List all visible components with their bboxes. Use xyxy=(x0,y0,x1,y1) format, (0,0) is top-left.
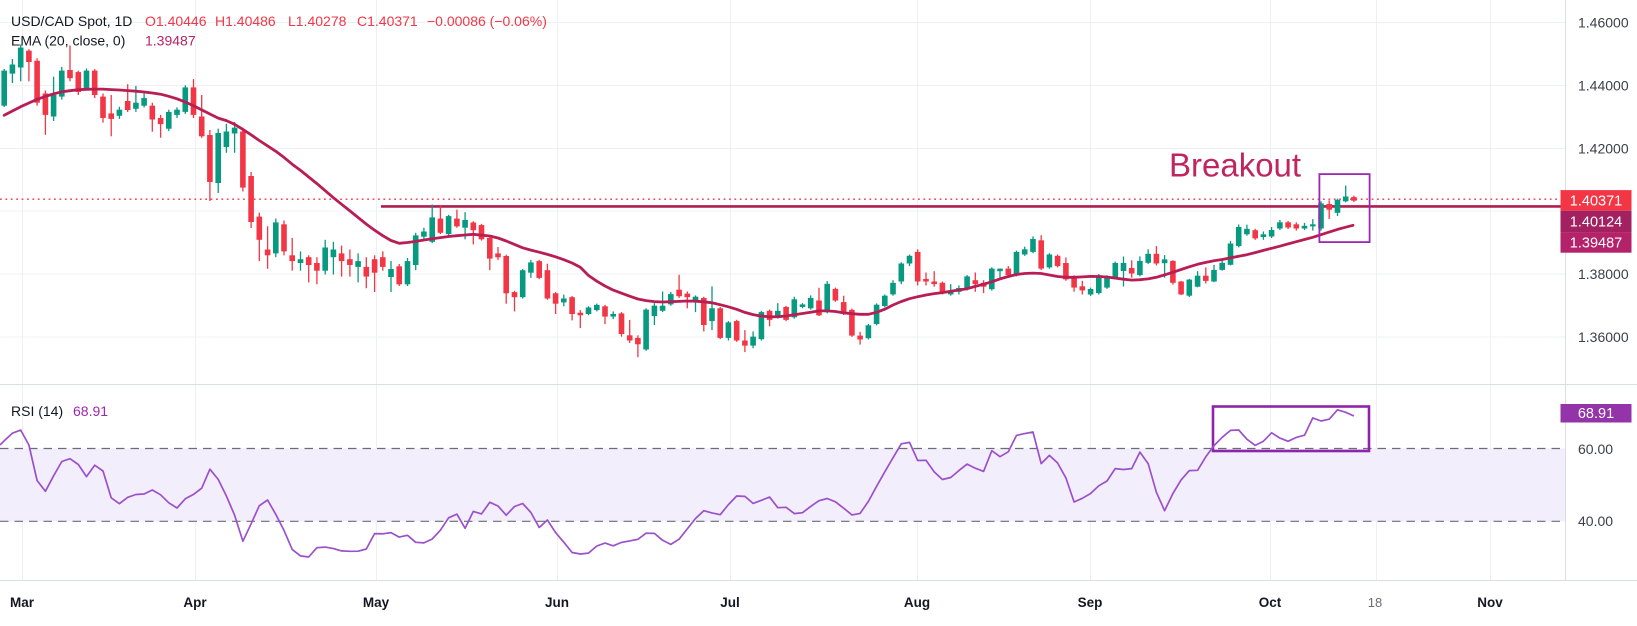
svg-text:18: 18 xyxy=(1368,595,1382,610)
svg-text:1.40371: 1.40371 xyxy=(1570,193,1622,209)
svg-text:RSI (14): RSI (14) xyxy=(11,403,63,419)
svg-text:1.38000: 1.38000 xyxy=(1578,266,1629,282)
svg-text:68.91: 68.91 xyxy=(1578,406,1614,422)
svg-text:1.36000: 1.36000 xyxy=(1578,329,1629,345)
svg-text:1.44000: 1.44000 xyxy=(1578,77,1629,93)
svg-text:1.39487: 1.39487 xyxy=(145,33,196,49)
svg-text:Aug: Aug xyxy=(904,595,930,610)
svg-text:EMA (20, close, 0): EMA (20, close, 0) xyxy=(11,33,125,49)
svg-text:Apr: Apr xyxy=(183,595,207,610)
svg-text:Breakout: Breakout xyxy=(1169,147,1301,184)
svg-text:1.40124: 1.40124 xyxy=(1570,215,1622,231)
svg-text:40.00: 40.00 xyxy=(1578,513,1613,529)
svg-text:60.00: 60.00 xyxy=(1578,441,1613,457)
svg-text:1.42000: 1.42000 xyxy=(1578,140,1629,156)
svg-text:1.46000: 1.46000 xyxy=(1578,15,1629,31)
svg-text:Oct: Oct xyxy=(1259,595,1282,610)
svg-text:May: May xyxy=(363,595,390,610)
svg-text:C1.40371: C1.40371 xyxy=(357,13,418,29)
svg-text:H1.40486: H1.40486 xyxy=(215,13,276,29)
svg-text:Nov: Nov xyxy=(1477,595,1503,610)
svg-text:L1.40278: L1.40278 xyxy=(288,13,347,29)
svg-text:1.39487: 1.39487 xyxy=(1570,236,1622,252)
svg-text:Jun: Jun xyxy=(545,595,569,610)
svg-text:O1.40446: O1.40446 xyxy=(145,13,207,29)
svg-text:Jul: Jul xyxy=(720,595,740,610)
svg-text:Mar: Mar xyxy=(10,595,35,610)
svg-text:Sep: Sep xyxy=(1078,595,1103,610)
svg-text:−0.00086 (−0.06%): −0.00086 (−0.06%) xyxy=(427,13,547,29)
svg-text:USD/CAD Spot, 1D: USD/CAD Spot, 1D xyxy=(11,13,132,29)
svg-text:68.91: 68.91 xyxy=(73,403,108,419)
